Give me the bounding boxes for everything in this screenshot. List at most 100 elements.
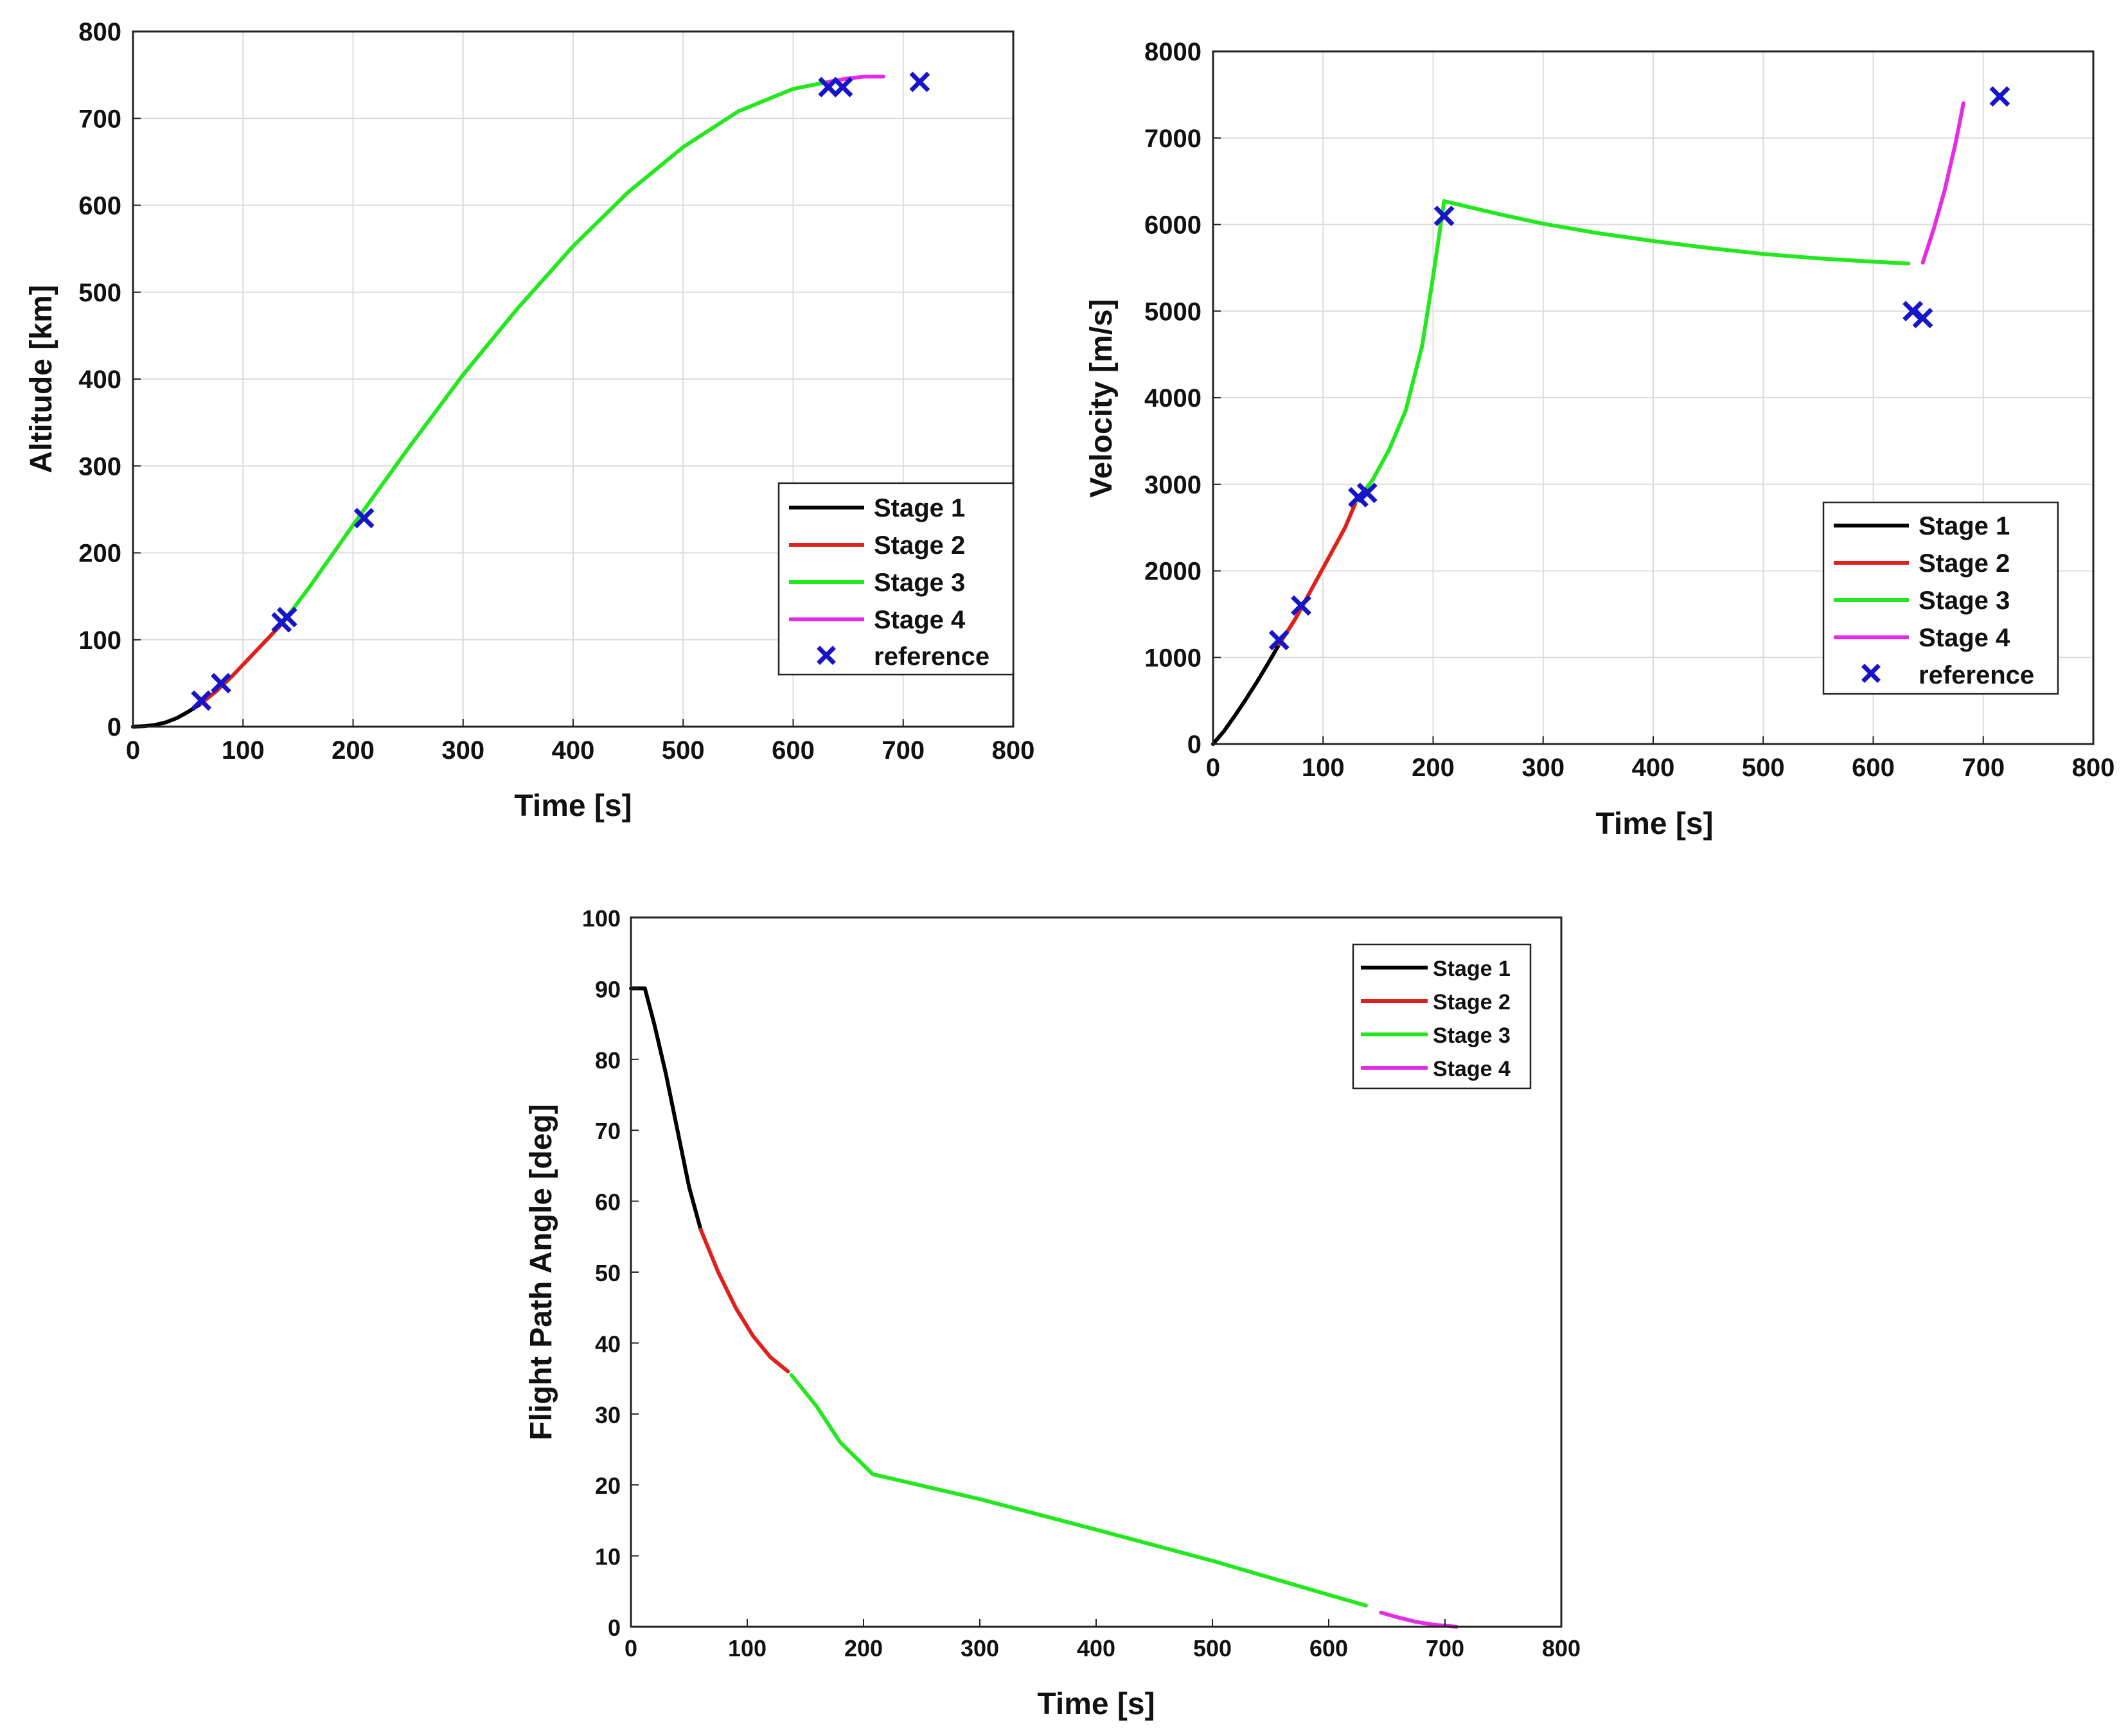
reference-marker	[191, 690, 212, 711]
y-tick-label: 8000	[1144, 38, 1201, 66]
y-tick-label: 10	[595, 1544, 621, 1570]
reference-marker	[1912, 308, 1933, 328]
y-tick-label: 400	[78, 366, 121, 394]
series-line-stage-4	[1920, 101, 1965, 265]
y-tick-label: 2000	[1144, 558, 1201, 586]
x-tick-label: 700	[1962, 754, 2005, 782]
legend-stage2-label: Stage 2	[874, 531, 965, 560]
reference-marker	[211, 673, 231, 694]
y-tick-label: 0	[1187, 731, 1201, 759]
x-tick-label: 100	[728, 1635, 767, 1661]
legend-stage1-label: Stage 1	[1433, 957, 1511, 981]
y-tick-label: 40	[595, 1331, 621, 1357]
velocity-grid	[1213, 51, 2093, 744]
y-tick-label: 70	[595, 1118, 621, 1144]
legend-stage1-label: Stage 1	[1919, 512, 2010, 540]
legend-stage2-label: Stage 2	[1433, 990, 1511, 1014]
series-line-stage-1	[629, 986, 703, 1232]
x-tick-label: 800	[992, 736, 1035, 765]
legend-reference-label: reference	[874, 642, 989, 671]
y-tick-label: 60	[595, 1189, 621, 1216]
fpa-y-label: Flight Path Angle [deg]	[524, 1104, 558, 1440]
x-tick-label: 0	[1206, 754, 1220, 782]
reference-marker	[276, 607, 297, 628]
legend-stage4-label: Stage 4	[1919, 624, 2010, 652]
altitude-x-label: Time [s]	[514, 789, 632, 823]
series-line-stage-2	[1277, 499, 1358, 646]
legend-stage3-label: Stage 3	[1433, 1023, 1511, 1048]
legend-reference-marker	[1861, 664, 1881, 683]
y-tick-label: 7000	[1144, 125, 1201, 153]
y-tick-label: 3000	[1144, 471, 1201, 499]
x-tick-label: 500	[662, 736, 705, 765]
x-tick-label: 300	[961, 1635, 999, 1661]
series-line-stage-1	[1211, 642, 1281, 746]
flight-path-angle-series	[629, 986, 1459, 1629]
x-tick-label: 500	[1742, 754, 1785, 782]
reference-marker	[1291, 595, 1311, 616]
series-line-stage-3-ascent	[1354, 199, 1446, 504]
x-tick-label: 100	[222, 736, 265, 765]
reference-marker	[1356, 483, 1378, 504]
y-tick-label: 5000	[1144, 297, 1201, 326]
x-tick-label: 200	[844, 1635, 883, 1661]
legend-reference-label: reference	[1919, 661, 2034, 689]
reference-marker	[271, 612, 292, 633]
series-line-stage-3	[789, 1373, 1368, 1608]
velocity-y-ticks: 0 1000 2000 3000 4000 5000 6000 7000 8000	[1144, 38, 1221, 759]
velocity-y-label: Velocity [m/s]	[1085, 299, 1119, 497]
altitude-y-ticks: 0 100 200 300 400 500 600 700 800	[78, 18, 141, 741]
legend-stage4-label: Stage 4	[1433, 1057, 1511, 1081]
altitude-reference-markers	[191, 71, 930, 711]
altitude-axes-frame	[132, 30, 1015, 728]
y-tick-label: 0	[608, 1615, 621, 1641]
reference-marker	[1348, 487, 1369, 508]
y-tick-label: 200	[78, 540, 121, 568]
x-tick-label: 800	[2072, 754, 2115, 782]
altitude-y-label: Altitude [km]	[24, 285, 58, 473]
y-tick-label: 300	[78, 452, 121, 481]
y-tick-label: 20	[595, 1473, 621, 1499]
y-tick-label: 500	[78, 279, 121, 307]
velocity-x-ticks: 0 100 200 300 400 500 600 700 800	[1206, 736, 2115, 782]
x-tick-label: 300	[441, 736, 484, 765]
altitude-series	[131, 75, 885, 729]
series-line-stage-1	[131, 701, 204, 729]
velocity-series	[1211, 101, 1965, 746]
reference-marker	[1989, 86, 2010, 107]
x-tick-label: 600	[772, 736, 815, 765]
y-tick-label: 1000	[1144, 644, 1201, 672]
series-line-stage-3	[279, 80, 831, 626]
reference-marker	[818, 76, 839, 98]
legend-stage2-label: Stage 2	[1919, 549, 2010, 578]
altitude-x-ticks: 0 100 200 300 400 500 600 700 800	[126, 719, 1035, 765]
series-line-stage-2	[199, 622, 284, 705]
reference-marker	[832, 76, 853, 98]
y-tick-label: 80	[595, 1047, 621, 1074]
legend-stage4-label: Stage 4	[874, 606, 966, 634]
x-tick-label: 100	[1302, 754, 1345, 782]
y-tick-label: 100	[582, 905, 621, 932]
x-tick-label: 400	[1077, 1635, 1115, 1661]
y-tick-label: 6000	[1144, 211, 1201, 240]
series-line-stage-4	[1379, 1610, 1459, 1629]
velocity-reference-markers	[1268, 86, 2010, 651]
legend-reference-marker	[817, 646, 836, 665]
fpa-x-label: Time [s]	[1037, 1687, 1155, 1721]
altitude-legend: Stage 1 Stage 2 Stage 3 Stage 4 referenc…	[777, 482, 1015, 676]
altitude-grid	[133, 31, 1013, 727]
x-tick-label: 700	[1426, 1635, 1464, 1661]
x-tick-label: 600	[1309, 1635, 1348, 1661]
reference-marker	[1433, 206, 1455, 226]
y-tick-label: 600	[78, 192, 121, 220]
reference-marker	[353, 508, 375, 529]
legend-stage3-label: Stage 3	[1919, 587, 2010, 615]
legend-stage3-label: Stage 3	[874, 569, 965, 597]
x-tick-label: 0	[126, 736, 140, 765]
x-tick-label: 400	[1632, 754, 1675, 782]
reference-marker	[1268, 630, 1290, 651]
reference-marker	[1902, 301, 1924, 322]
